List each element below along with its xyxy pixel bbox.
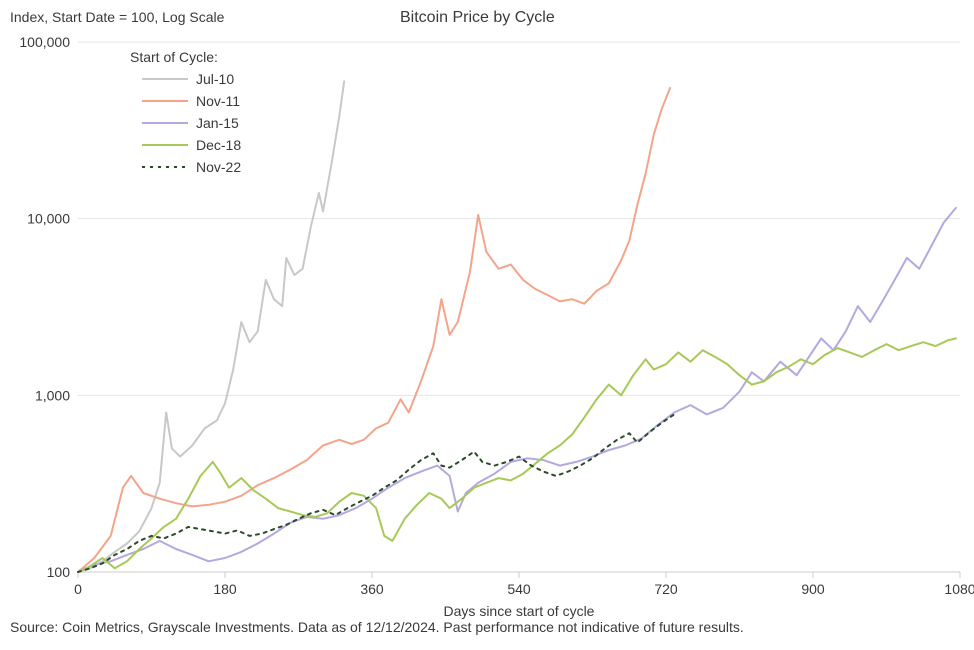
- series-Nov-11: [78, 88, 670, 572]
- legend: Start of Cycle: Jul-10 Nov-11 Jan-15 Dec-18 N…: [130, 49, 241, 175]
- y-tick-label: 10,000: [27, 211, 70, 227]
- series-Dec-18: [78, 338, 956, 572]
- y-tick-label: 100: [47, 564, 71, 580]
- series-Jul-10: [78, 81, 344, 572]
- legend-item-label: Jul-10: [196, 71, 234, 87]
- series-Jan-15: [78, 208, 956, 572]
- y-axis-ticks: 100 1,000 10,000 100,000: [19, 34, 70, 580]
- x-axis-ticks: 0 180 360 540 720 900 1080: [74, 572, 974, 597]
- x-tick-label: 900: [801, 581, 825, 597]
- legend-title: Start of Cycle:: [130, 49, 218, 65]
- legend-item-label: Nov-11: [196, 93, 240, 109]
- x-axis-label: Days since start of cycle: [444, 603, 595, 619]
- x-tick-label: 540: [507, 581, 531, 597]
- y-tick-label: 100,000: [19, 34, 70, 50]
- x-tick-label: 720: [654, 581, 678, 597]
- x-tick-label: 180: [213, 581, 237, 597]
- x-tick-label: 0: [74, 581, 82, 597]
- legend-item-label: Dec-18: [196, 137, 241, 153]
- legend-item-label: Nov-22: [196, 159, 241, 175]
- chart-title: Bitcoin Price by Cycle: [400, 9, 555, 26]
- bitcoin-cycle-chart: Index, Start Date = 100, Log Scale Bitco…: [0, 0, 974, 650]
- series-Nov-22: [78, 414, 674, 572]
- x-tick-label: 1080: [944, 581, 974, 597]
- y-tick-label: 1,000: [35, 387, 70, 403]
- y-axis-subtitle: Index, Start Date = 100, Log Scale: [10, 9, 225, 25]
- legend-item-label: Jan-15: [196, 115, 239, 131]
- footnote: Source: Coin Metrics, Grayscale Investme…: [10, 619, 744, 635]
- data-series: [78, 81, 956, 572]
- x-tick-label: 360: [360, 581, 384, 597]
